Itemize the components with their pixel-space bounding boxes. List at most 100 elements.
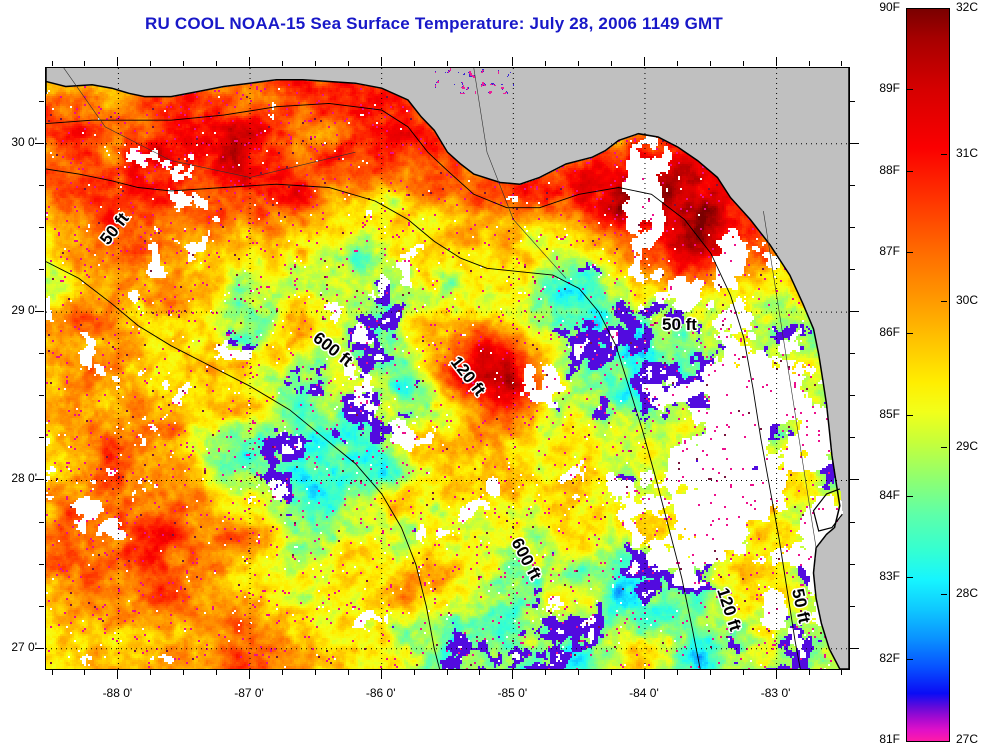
x-tick-bottom	[117, 670, 118, 679]
colorbar-tick-f	[907, 333, 913, 334]
colorbar-tick-f	[907, 496, 913, 497]
colorbar-label-f: 84F	[879, 488, 900, 502]
colorbar-label-f: 82F	[879, 650, 900, 665]
reference-line-1	[473, 68, 567, 279]
colorbar-tick-c	[941, 594, 947, 595]
x-axis-label: -87 0'	[234, 686, 264, 700]
reference-line-0	[63, 68, 356, 178]
x-tick-top	[677, 61, 678, 66]
coastline-tampa-bay	[812, 488, 843, 532]
x-tick-top	[776, 57, 777, 66]
y-tick-left	[39, 185, 44, 186]
x-tick-top	[545, 61, 546, 66]
colorbar[interactable]	[906, 8, 950, 742]
y-tick-right	[850, 101, 855, 102]
y-tick-right	[850, 269, 855, 270]
y-tick-left	[39, 437, 44, 438]
colorbar-tick-c	[941, 154, 947, 155]
colorbar-label-f: 88F	[879, 162, 900, 177]
x-tick-bottom	[249, 670, 250, 679]
x-tick-top	[84, 61, 85, 66]
x-tick-bottom	[710, 670, 711, 675]
y-tick-left	[39, 269, 44, 270]
x-tick-bottom	[841, 670, 842, 675]
colorbar-label-c: 29C	[956, 439, 979, 454]
contour-label-text: 50 ft	[96, 209, 133, 249]
y-tick-right	[850, 143, 859, 144]
y-tick-right	[850, 353, 855, 354]
colorbar-label-c: 32C	[956, 0, 979, 14]
x-tick-top	[348, 61, 349, 66]
colorbar-tick-c	[941, 447, 947, 448]
x-tick-top	[150, 61, 151, 66]
x-tick-top	[52, 61, 53, 66]
colorbar-tick-f	[907, 252, 913, 253]
x-tick-bottom	[512, 670, 513, 679]
y-tick-right	[850, 185, 855, 186]
x-tick-top	[381, 57, 382, 66]
x-tick-bottom	[381, 670, 382, 679]
x-tick-bottom	[84, 670, 85, 675]
map-plot-area[interactable]: 50 ft 50 ft 600 ft 600 ft 120 ft 120 ft 50 ft 5…	[45, 67, 850, 670]
y-tick-left	[35, 648, 44, 649]
y-tick-right	[850, 437, 855, 438]
bathymetry-contour-600ft	[46, 261, 441, 669]
y-tick-right	[850, 227, 855, 228]
colorbar-label-f: 89F	[879, 81, 900, 96]
x-tick-bottom	[216, 670, 217, 675]
x-tick-top	[611, 61, 612, 66]
y-tick-left	[39, 564, 44, 565]
x-tick-top	[743, 61, 744, 66]
y-tick-right	[850, 311, 859, 312]
x-tick-bottom	[743, 670, 744, 675]
y-tick-right	[850, 395, 855, 396]
colorbar-label-f: 86F	[879, 325, 900, 340]
y-tick-left	[39, 395, 44, 396]
x-tick-bottom	[644, 670, 645, 679]
x-tick-top	[216, 61, 217, 66]
contour-label-text: 120 ft	[713, 585, 745, 633]
colorbar-tick-f	[907, 89, 913, 90]
x-tick-top	[479, 61, 480, 66]
x-tick-bottom	[677, 670, 678, 675]
y-tick-right	[850, 522, 855, 523]
bathymetry-contour-50ft	[46, 102, 801, 669]
contour-label-text: 120 ft	[447, 353, 490, 400]
x-tick-bottom	[479, 670, 480, 675]
colorbar-label-f: 83F	[879, 569, 900, 584]
x-tick-bottom	[611, 670, 612, 675]
x-tick-top	[249, 57, 250, 66]
x-tick-bottom	[776, 670, 777, 679]
x-axis-label: -84 0'	[629, 686, 659, 700]
y-tick-left	[35, 143, 44, 144]
x-tick-bottom	[414, 670, 415, 675]
y-axis-label: 30 0'	[11, 134, 37, 149]
x-tick-top	[710, 61, 711, 66]
x-tick-bottom	[447, 670, 448, 675]
x-tick-bottom	[578, 670, 579, 675]
colorbar-gradient	[907, 9, 949, 741]
y-tick-left	[39, 227, 44, 228]
y-tick-left	[39, 522, 44, 523]
page-title: RU COOL NOAA-15 Sea Surface Temperature:…	[145, 14, 723, 33]
colorbar-label-c: 27C	[956, 732, 979, 746]
y-tick-right	[850, 648, 859, 649]
x-tick-top	[414, 61, 415, 66]
x-tick-top	[447, 61, 448, 66]
y-tick-left	[39, 101, 44, 102]
y-tick-right	[850, 479, 859, 480]
colorbar-label-f: 81F	[879, 732, 900, 746]
y-tick-left	[39, 606, 44, 607]
contour-label-text: 600 ft	[310, 328, 357, 371]
colorbar-tick-f	[907, 577, 913, 578]
contour-label-text: 600 ft	[507, 535, 545, 583]
colorbar-label-f: 87F	[879, 244, 900, 258]
x-tick-top	[578, 61, 579, 66]
y-axis-label: 29 0'	[11, 303, 37, 318]
